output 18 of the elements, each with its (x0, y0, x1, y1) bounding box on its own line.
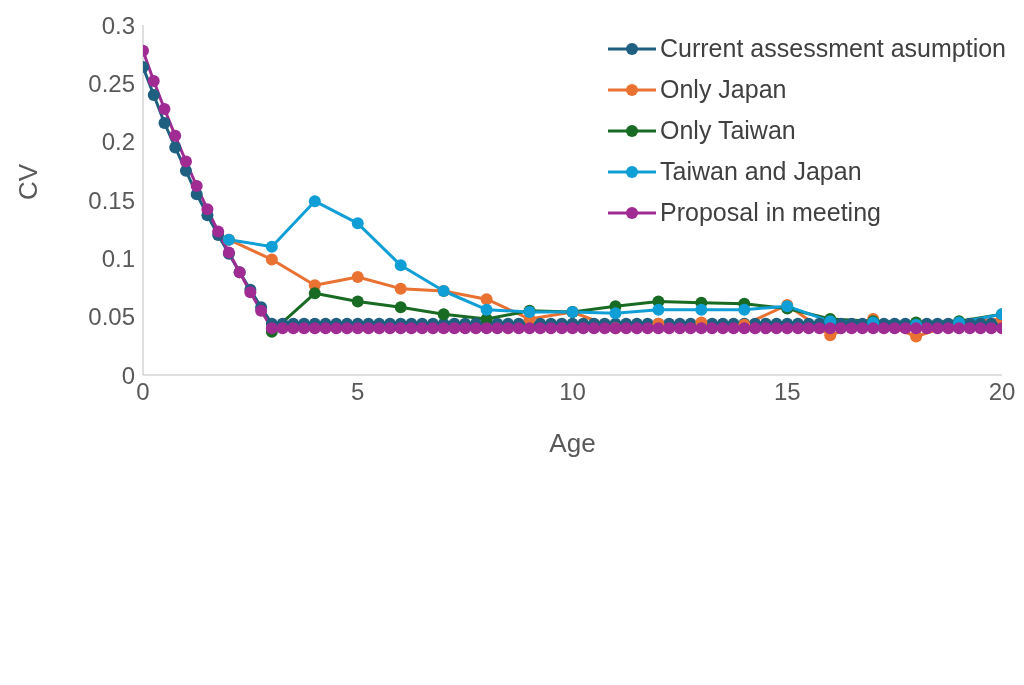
x-axis-title: Age (549, 428, 596, 458)
legend-label: Current assessment asumption (660, 34, 1006, 63)
legend-label: Only Japan (660, 75, 787, 104)
y-tick-label: 0.2 (101, 128, 135, 156)
y-tick-label: 0.15 (88, 186, 135, 214)
y-axis-title: CV (13, 163, 44, 200)
x-tick-label: 10 (559, 378, 586, 406)
legend-label: Proposal in meeting (660, 198, 881, 227)
x-tick-label: 5 (351, 378, 365, 406)
legend-label: Taiwan and Japan (660, 157, 862, 186)
x-tick-label: 15 (773, 378, 801, 406)
y-tick-label: 0.1 (101, 244, 135, 272)
y-tick-label: 0 (121, 361, 135, 389)
y-tick-label: 0.05 (88, 303, 135, 331)
y-tick-label: 0.3 (101, 11, 135, 39)
y-tick-label: 0.25 (88, 69, 135, 97)
legend-label: Only Taiwan (660, 116, 796, 145)
x-tick-label: 20 (988, 378, 1016, 406)
